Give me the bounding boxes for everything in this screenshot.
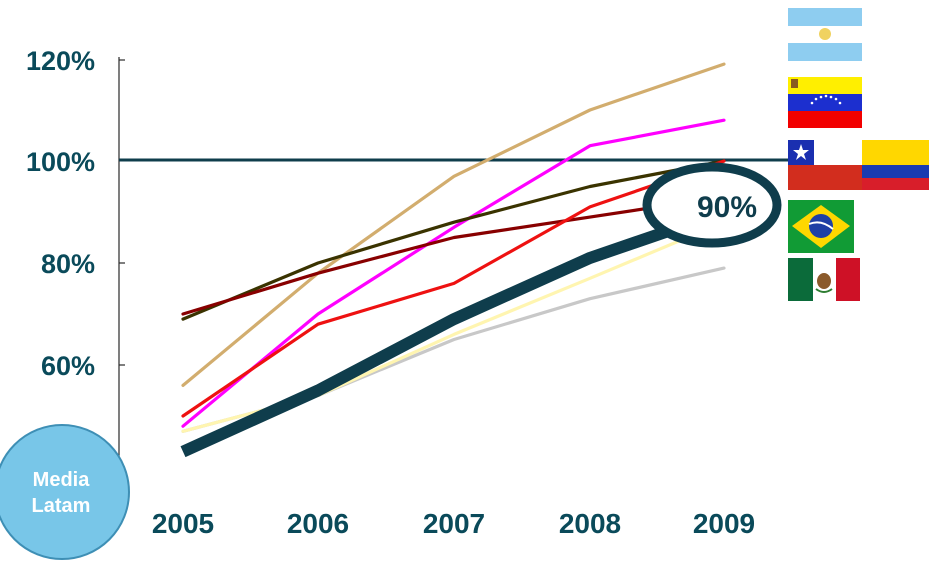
callout-oval (642, 162, 782, 248)
callout-label: 90% (697, 191, 757, 224)
star-icon (819, 95, 823, 99)
star-icon (824, 94, 828, 98)
y-tick-label: 80% (41, 249, 95, 279)
y-tick-label: 120% (26, 46, 95, 76)
flag-argentina (788, 8, 862, 61)
callout-90: 90% (642, 162, 782, 248)
flag-mexico (788, 258, 860, 301)
coat-of-arms-icon (791, 79, 798, 88)
y-tick-label: 100% (26, 147, 95, 177)
badge-circle (0, 424, 130, 560)
globe-icon (809, 214, 833, 238)
flag-venezuela (788, 77, 862, 128)
star-icon (829, 95, 833, 99)
badge-label-line2: Latam (32, 495, 91, 517)
series-line-peru (181, 220, 726, 433)
star-icon (838, 101, 842, 105)
series-line-argentina (181, 62, 726, 387)
star-icon (810, 101, 814, 105)
badge-label-line1: Media (33, 469, 91, 491)
series-line-chile (181, 159, 726, 321)
media-latam-badge: Media Latam (0, 424, 130, 560)
flag-chile (788, 140, 862, 190)
flag-brazil (788, 200, 854, 253)
x-tick-label: 2008 (559, 508, 621, 539)
x-tick-label: 2006 (287, 508, 349, 539)
series-line-mexico (181, 266, 726, 433)
series-line-media-latam (180, 206, 726, 458)
flag-colombia (862, 140, 929, 190)
x-tick-label: 2005 (152, 508, 214, 539)
star-icon (834, 97, 838, 101)
star-icon (814, 97, 818, 101)
eagle-emblem-icon (817, 273, 831, 289)
series-line-colombia (181, 195, 726, 316)
y-tick-label: 60% (41, 351, 95, 381)
x-tick-label: 2007 (423, 508, 485, 539)
sun-icon (819, 28, 831, 40)
series-layer (180, 62, 726, 458)
series-line-brazil (181, 159, 726, 418)
x-tick-label: 2009 (693, 508, 755, 539)
star-icon (793, 144, 809, 160)
series-line-venezuela (181, 118, 726, 428)
